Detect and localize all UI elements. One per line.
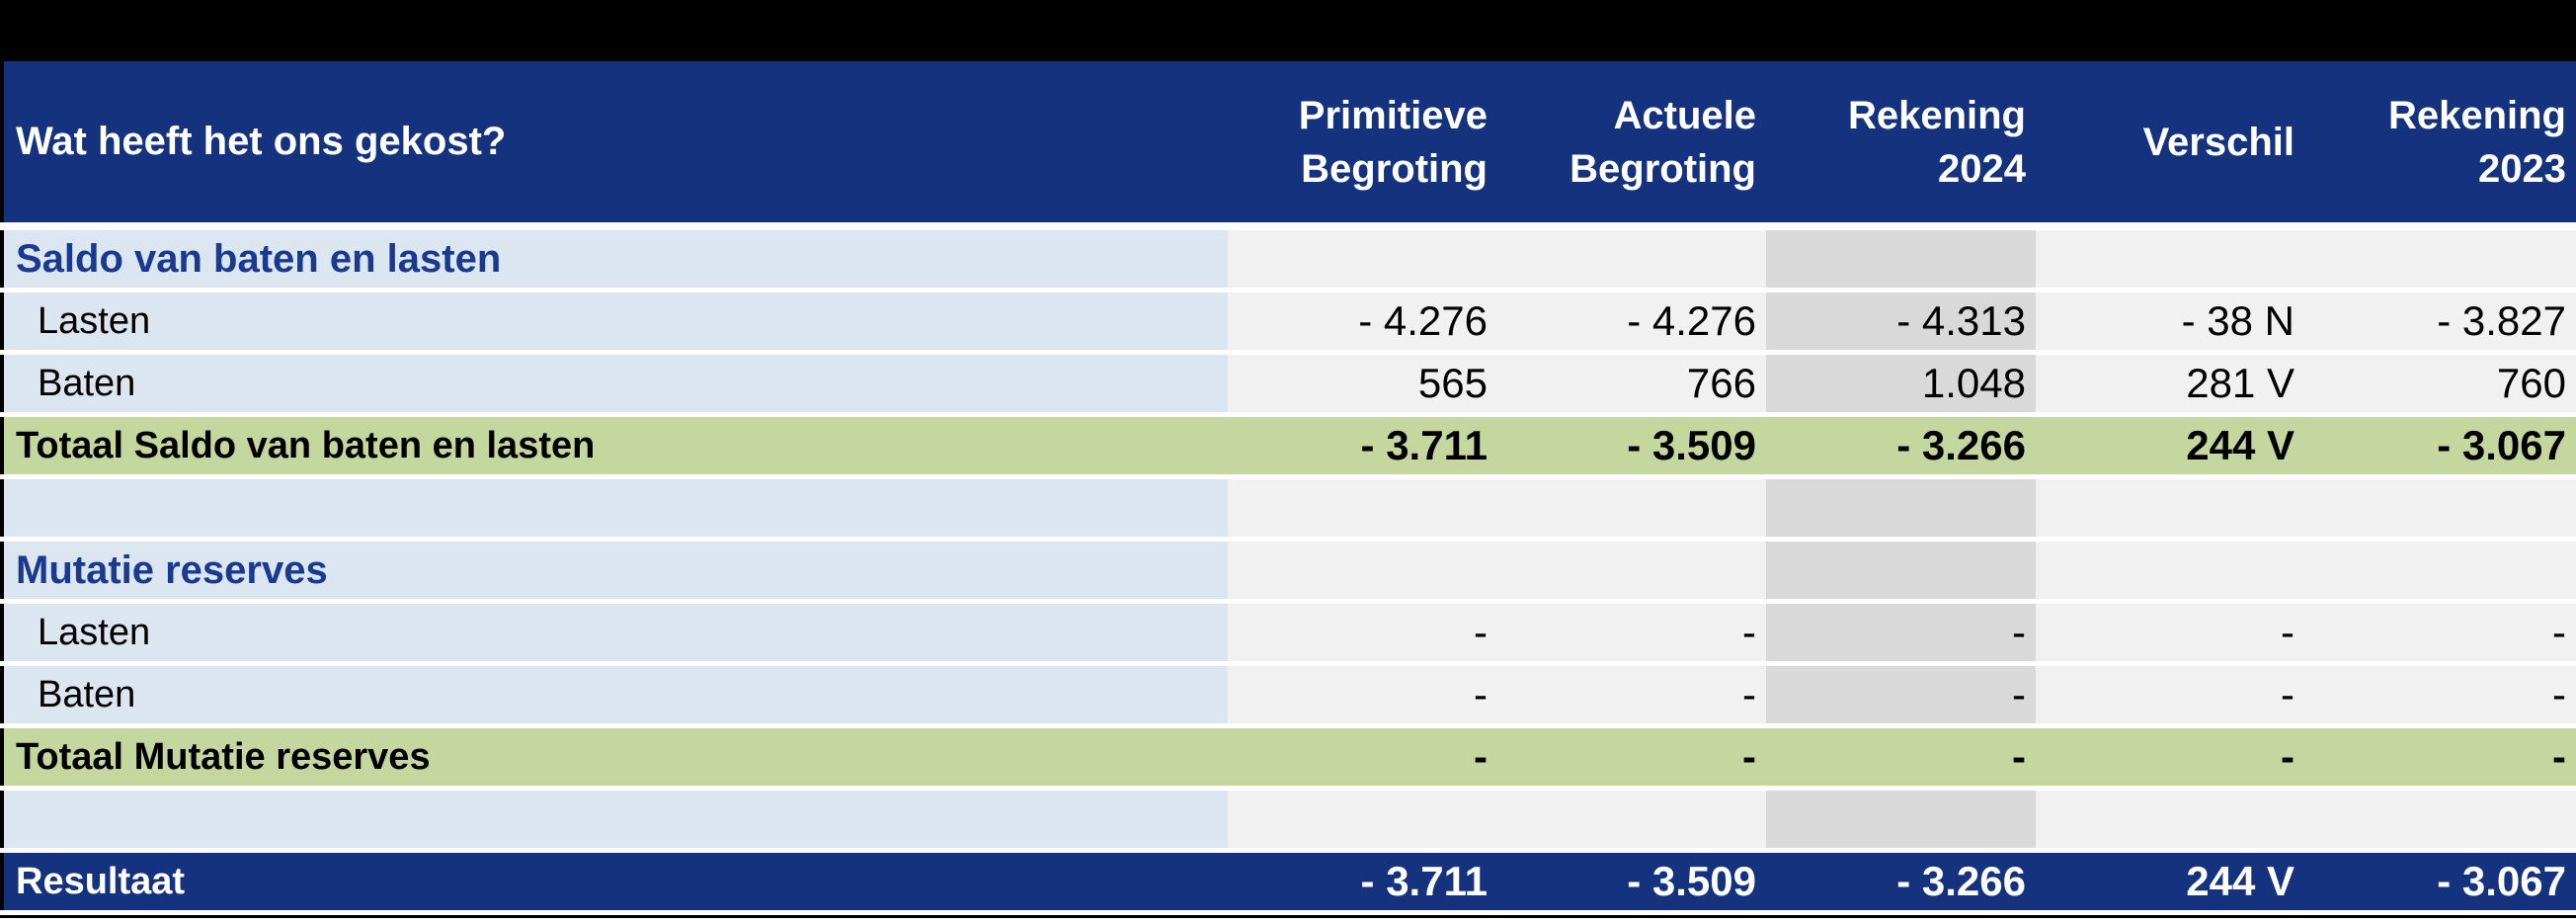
value-cell: - [1766,728,2036,786]
value-cell [1497,230,1766,288]
row-label: Lasten [4,604,1228,661]
value-cell [2304,479,2576,537]
table-row-baten: Baten 565 766 1.048 281 V 760 [0,355,2576,412]
value-cell: - [2304,604,2576,661]
value-cell: - [2036,728,2304,786]
value-cell: - [1766,604,2036,661]
value-cell: - 3.509 [1497,853,1766,910]
value-cell: 1.048 [1766,355,2036,412]
table-row-resultaat: Resultaat - 3.711 - 3.509 - 3.266 244 V … [0,853,2576,910]
col-header-actuele-begroting: Actuele Begroting [1497,61,1766,222]
value-cell [2036,230,2304,288]
table-row-totaal-saldo: Totaal Saldo van baten en lasten - 3.711… [0,417,2576,474]
table-row-spacer [0,479,2576,537]
value-cell [2036,542,2304,599]
value-cell [2304,542,2576,599]
col-header-primitieve-begroting: Primitieve Begroting [1228,61,1497,222]
value-cell: - 4.276 [1497,293,1766,350]
value-cell [1766,791,2036,848]
value-cell: - 3.827 [2304,293,2576,350]
row-label: Mutatie reserves [4,542,1228,599]
value-cell: - [1766,666,2036,723]
value-cell: - [1228,728,1497,786]
table-row-totaal-mutatie-reserves: Totaal Mutatie reserves - - - - - [0,728,2576,786]
value-cell [1228,479,1497,537]
value-cell: - 4.276 [1228,293,1497,350]
table-bottom-border [0,915,2576,918]
value-cell: - 3.711 [1228,853,1497,910]
value-cell: - 3.266 [1766,417,2036,474]
row-label: Lasten [4,293,1228,350]
value-cell: 766 [1497,355,1766,412]
value-cell: - 3.067 [2304,853,2576,910]
value-cell [1228,542,1497,599]
row-label: Baten [4,355,1228,412]
value-cell: - 3.711 [1228,417,1497,474]
value-cell: - [2036,666,2304,723]
col-header-rekening-2024: Rekening 2024 [1766,61,2036,222]
col-header-rekening-2023: Rekening 2023 [2304,61,2576,222]
row-label [4,479,1228,537]
value-cell: - [1228,604,1497,661]
value-cell [2304,791,2576,848]
cost-table: Wat heeft het ons gekost? Primitieve Beg… [0,61,2576,918]
value-cell: - 4.313 [1766,293,2036,350]
value-cell [2036,479,2304,537]
value-cell: - [1497,666,1766,723]
col-header-line: Verschil [2142,120,2294,164]
value-cell: - 3.067 [2304,417,2576,474]
table-row-lasten: Lasten - 4.276 - 4.276 - 4.313 - 38 N - … [0,293,2576,350]
value-cell: 760 [2304,355,2576,412]
row-label: Resultaat [4,853,1228,910]
value-cell [1766,542,2036,599]
top-band [0,0,2576,61]
table-row-lasten-mutatie: Lasten - - - - - [0,604,2576,661]
value-cell: - [2304,728,2576,786]
row-label: Totaal Mutatie reserves [4,728,1228,786]
table-header-row: Wat heeft het ons gekost? Primitieve Beg… [0,61,2576,222]
value-cell [1228,230,1497,288]
value-cell [1766,479,2036,537]
col-header-line: Begroting [1570,146,1756,191]
col-header-line: Rekening [2387,93,2566,137]
value-cell [1228,791,1497,848]
value-cell [1497,479,1766,537]
value-cell: - [1497,728,1766,786]
value-cell: - [2036,604,2304,661]
value-cell: - 3.509 [1497,417,1766,474]
table-row-spacer [0,791,2576,848]
table-row-section-saldo: Saldo van baten en lasten [0,230,2576,288]
value-cell [1766,230,2036,288]
col-header-line: Actuele [1613,93,1757,137]
row-label: Totaal Saldo van baten en lasten [4,417,1228,474]
value-cell [1497,542,1766,599]
col-header-line: 2023 [2478,146,2566,191]
col-header-line: Begroting [1301,146,1488,191]
row-label: Baten [4,666,1228,723]
value-cell [1497,791,1766,848]
value-cell: - 38 N [2036,293,2304,350]
value-cell: 244 V [2036,417,2304,474]
value-cell: 244 V [2036,853,2304,910]
value-cell [2304,230,2576,288]
value-cell: - [1497,604,1766,661]
col-header-line: Primitieve [1298,93,1488,137]
col-header-line: Rekening [1847,93,2026,137]
table-row-baten-mutatie: Baten - - - - - [0,666,2576,723]
table-row-section-mutatie-reserves: Mutatie reserves [0,542,2576,599]
value-cell: - 3.266 [1766,853,2036,910]
row-label [4,791,1228,848]
value-cell [2036,791,2304,848]
value-cell: - [1228,666,1497,723]
row-label: Saldo van baten en lasten [4,230,1228,288]
header-question: Wat heeft het ons gekost? [16,120,507,163]
col-header-verschil: Verschil [2036,61,2304,222]
value-cell: 565 [1228,355,1497,412]
value-cell: - [2304,666,2576,723]
value-cell: 281 V [2036,355,2304,412]
col-header-line: 2024 [1938,146,2026,191]
